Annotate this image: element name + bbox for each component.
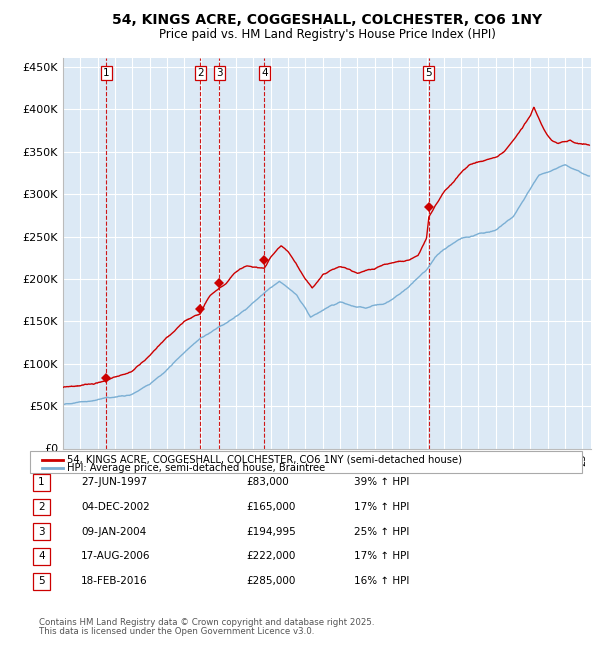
Text: 4: 4 bbox=[261, 68, 268, 78]
Text: 04-DEC-2002: 04-DEC-2002 bbox=[81, 502, 150, 512]
Text: 54, KINGS ACRE, COGGESHALL, COLCHESTER, CO6 1NY (semi-detached house): 54, KINGS ACRE, COGGESHALL, COLCHESTER, … bbox=[67, 454, 462, 465]
Text: 27-JUN-1997: 27-JUN-1997 bbox=[81, 477, 147, 488]
Text: 3: 3 bbox=[216, 68, 223, 78]
Text: £194,995: £194,995 bbox=[246, 526, 296, 537]
Text: 17% ↑ HPI: 17% ↑ HPI bbox=[354, 502, 409, 512]
Text: 5: 5 bbox=[425, 68, 432, 78]
Text: Price paid vs. HM Land Registry's House Price Index (HPI): Price paid vs. HM Land Registry's House … bbox=[158, 28, 496, 41]
Text: 1: 1 bbox=[38, 477, 45, 488]
Text: £222,000: £222,000 bbox=[246, 551, 295, 562]
Text: This data is licensed under the Open Government Licence v3.0.: This data is licensed under the Open Gov… bbox=[39, 627, 314, 636]
Text: 1: 1 bbox=[103, 68, 109, 78]
Text: £83,000: £83,000 bbox=[246, 477, 289, 488]
Text: 4: 4 bbox=[38, 551, 45, 562]
Text: 3: 3 bbox=[38, 526, 45, 537]
Text: 2: 2 bbox=[38, 502, 45, 512]
Text: £165,000: £165,000 bbox=[246, 502, 295, 512]
Text: Contains HM Land Registry data © Crown copyright and database right 2025.: Contains HM Land Registry data © Crown c… bbox=[39, 618, 374, 627]
Text: 16% ↑ HPI: 16% ↑ HPI bbox=[354, 576, 409, 586]
Text: 39% ↑ HPI: 39% ↑ HPI bbox=[354, 477, 409, 488]
Text: 17% ↑ HPI: 17% ↑ HPI bbox=[354, 551, 409, 562]
Text: 18-FEB-2016: 18-FEB-2016 bbox=[81, 576, 148, 586]
Text: 54, KINGS ACRE, COGGESHALL, COLCHESTER, CO6 1NY: 54, KINGS ACRE, COGGESHALL, COLCHESTER, … bbox=[112, 13, 542, 27]
Text: 25% ↑ HPI: 25% ↑ HPI bbox=[354, 526, 409, 537]
Text: 5: 5 bbox=[38, 576, 45, 586]
Text: 09-JAN-2004: 09-JAN-2004 bbox=[81, 526, 146, 537]
Text: HPI: Average price, semi-detached house, Braintree: HPI: Average price, semi-detached house,… bbox=[67, 463, 325, 473]
Text: 17-AUG-2006: 17-AUG-2006 bbox=[81, 551, 151, 562]
Text: 2: 2 bbox=[197, 68, 203, 78]
Text: £285,000: £285,000 bbox=[246, 576, 295, 586]
